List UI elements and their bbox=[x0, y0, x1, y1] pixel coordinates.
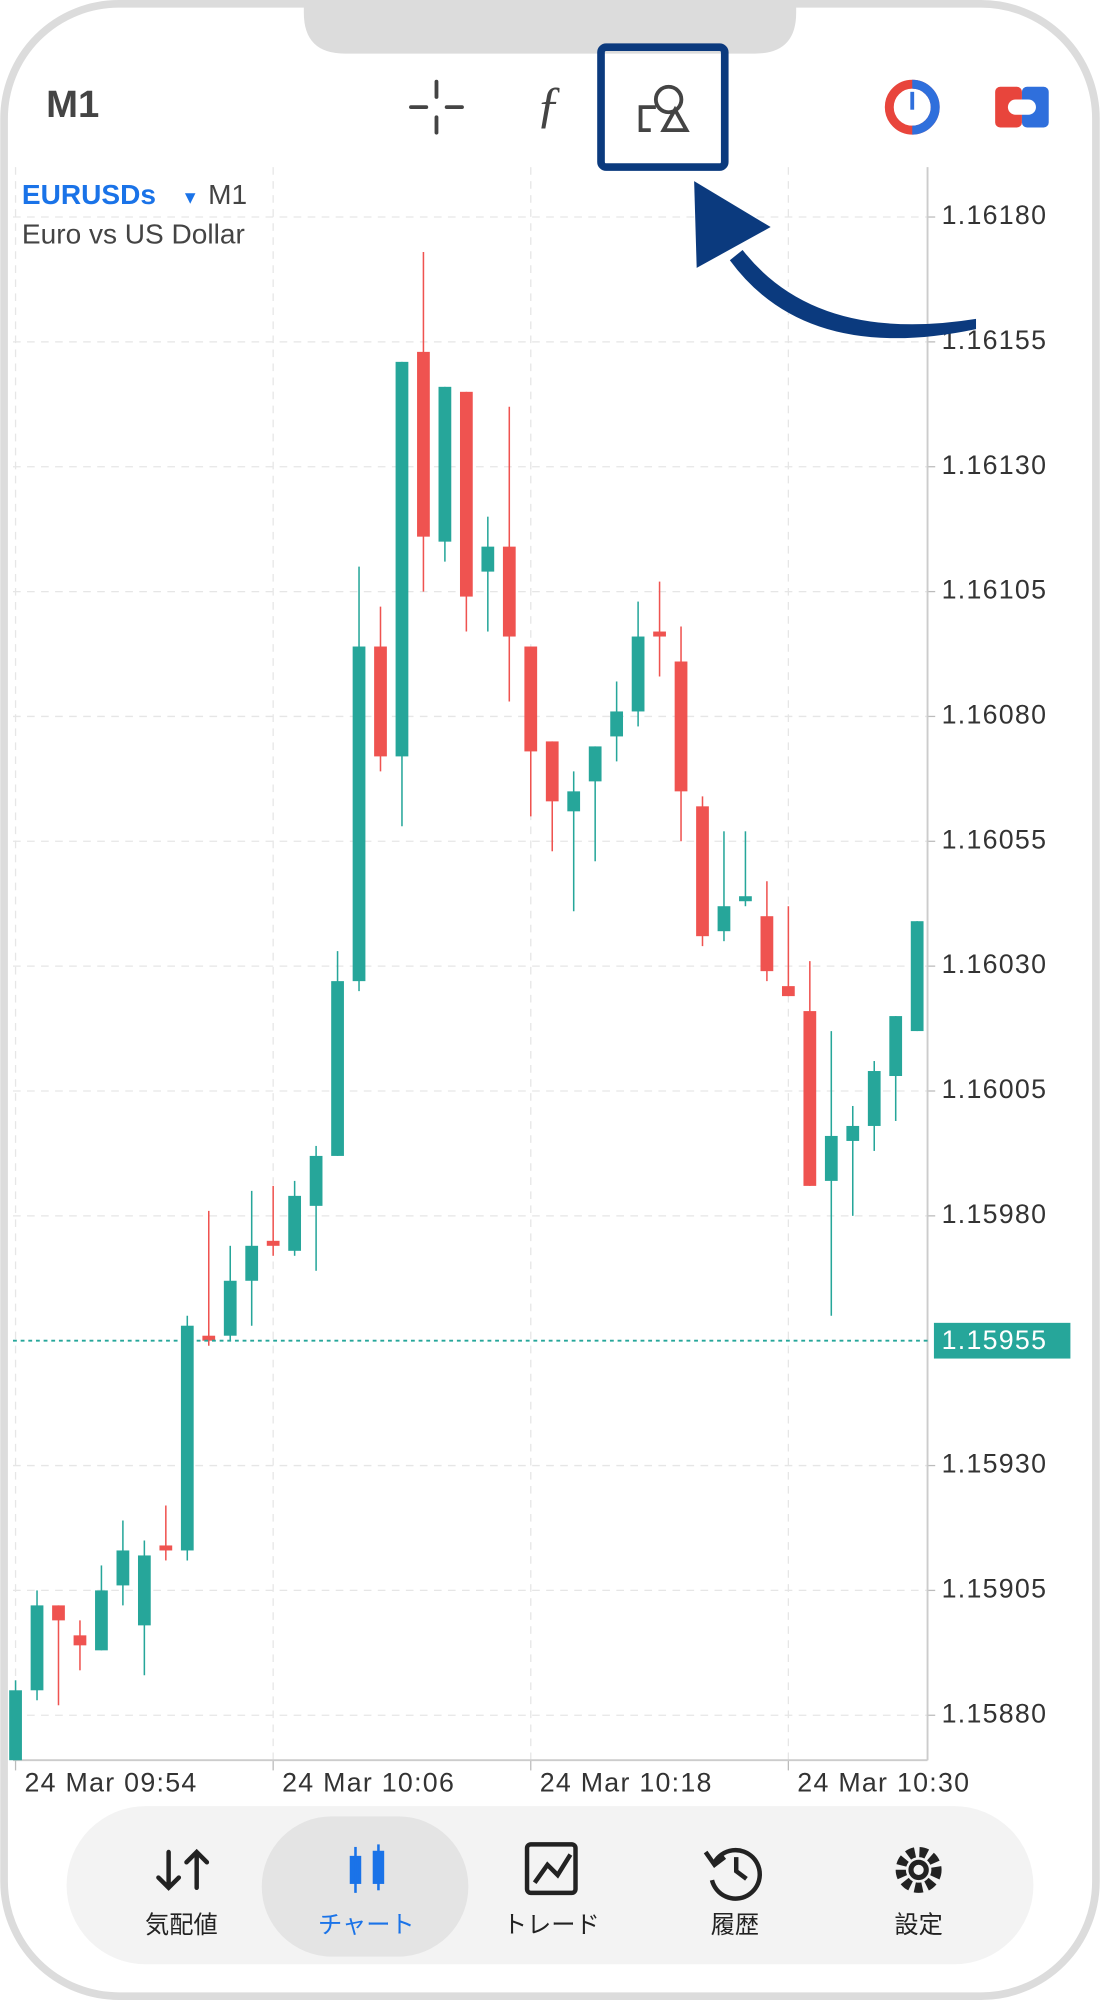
candle-body bbox=[846, 1125, 860, 1141]
candle-body bbox=[395, 361, 409, 757]
nav-label[interactable]: 気配値 bbox=[145, 1911, 218, 1939]
candle-body bbox=[803, 1011, 817, 1186]
candle-body bbox=[9, 1690, 22, 1761]
timeframe-button[interactable]: M1 bbox=[46, 83, 99, 126]
candle-body bbox=[95, 1590, 108, 1651]
candle-body bbox=[567, 791, 581, 812]
candle-body bbox=[245, 1245, 259, 1281]
candle-body bbox=[30, 1605, 44, 1691]
x-tick-label: 24 Mar 10:06 bbox=[282, 1768, 455, 1798]
nav-label[interactable]: 設定 bbox=[894, 1911, 942, 1939]
candle-body bbox=[524, 646, 538, 752]
y-tick-label: 1.16105 bbox=[942, 575, 1048, 605]
history-icon bbox=[703, 1847, 762, 1901]
candle-body bbox=[545, 741, 559, 802]
settings-icon bbox=[895, 1846, 942, 1893]
candle-body bbox=[481, 546, 495, 572]
y-tick-label: 1.16130 bbox=[942, 450, 1048, 480]
candle-body bbox=[889, 1016, 903, 1077]
candle-body bbox=[309, 1155, 323, 1206]
candle-body bbox=[910, 921, 924, 1032]
y-tick-label: 1.16055 bbox=[942, 824, 1048, 854]
candle-body bbox=[781, 986, 795, 997]
candle-body bbox=[331, 981, 344, 1156]
current-price-box bbox=[933, 1322, 1071, 1359]
candle-body bbox=[73, 1635, 87, 1646]
objects-button[interactable] bbox=[638, 84, 690, 133]
y-tick-label: 1.16080 bbox=[942, 700, 1048, 730]
y-tick-label: 1.16030 bbox=[942, 949, 1048, 979]
y-tick-label: 1.15905 bbox=[942, 1573, 1048, 1603]
candle-body bbox=[223, 1280, 237, 1336]
symbol[interactable]: EURUSDs bbox=[22, 179, 156, 210]
x-tick-label: 24 Mar 10:30 bbox=[797, 1768, 970, 1798]
symbol-dropdown[interactable]: ▼ bbox=[181, 188, 199, 208]
candle-body bbox=[52, 1605, 65, 1621]
candle-body bbox=[159, 1545, 173, 1551]
y-tick-label: 1.16005 bbox=[942, 1074, 1048, 1104]
candle-body bbox=[867, 1071, 881, 1126]
pointer-arrow bbox=[694, 181, 977, 339]
candle-body bbox=[202, 1335, 216, 1341]
nav-bar bbox=[66, 1806, 1034, 1965]
candle-body bbox=[588, 746, 602, 782]
symbol-description: Euro vs US Dollar bbox=[22, 218, 245, 249]
candle-body bbox=[502, 546, 516, 637]
current-price-label: 1.15955 bbox=[942, 1325, 1048, 1355]
x-tick-label: 24 Mar 10:18 bbox=[540, 1768, 713, 1798]
one-click-button[interactable] bbox=[995, 86, 1049, 128]
candle-body bbox=[739, 896, 752, 902]
candle-body bbox=[631, 636, 645, 712]
crosshair-button[interactable] bbox=[409, 79, 464, 135]
candle-body bbox=[610, 711, 624, 737]
quotes-icon bbox=[156, 1848, 210, 1891]
candle-body bbox=[459, 391, 473, 597]
y-tick-label: 1.15930 bbox=[942, 1449, 1048, 1479]
chart-timeframe: M1 bbox=[208, 179, 247, 210]
candle-body bbox=[137, 1555, 151, 1626]
indicators-button[interactable]: ƒ bbox=[536, 77, 562, 133]
candle-body bbox=[760, 916, 774, 972]
y-tick-label: 1.15880 bbox=[942, 1698, 1048, 1728]
candle-body bbox=[116, 1550, 130, 1586]
highlight-box bbox=[597, 43, 729, 171]
x-tick-label: 24 Mar 09:54 bbox=[24, 1768, 197, 1798]
candle-body bbox=[696, 806, 709, 937]
candle-body bbox=[417, 351, 430, 537]
candle-body bbox=[180, 1325, 194, 1551]
nav-label[interactable]: チャート bbox=[318, 1911, 415, 1939]
nav-label[interactable]: 履歴 bbox=[711, 1911, 759, 1939]
chart-icon bbox=[349, 1844, 385, 1893]
candle-body bbox=[288, 1195, 302, 1251]
notch bbox=[303, 0, 797, 54]
candle-body bbox=[824, 1135, 838, 1181]
trade-button[interactable] bbox=[884, 79, 940, 135]
candle-body bbox=[266, 1240, 280, 1246]
y-tick-label: 1.15980 bbox=[942, 1199, 1048, 1229]
candle-body bbox=[374, 646, 387, 757]
candle-body bbox=[438, 386, 452, 542]
y-tick-label: 1.16180 bbox=[942, 200, 1048, 230]
trade-icon bbox=[524, 1842, 578, 1896]
candle-body bbox=[352, 646, 366, 982]
candle-body bbox=[653, 631, 666, 637]
nav-label[interactable]: トレード bbox=[503, 1911, 600, 1939]
candle-body bbox=[674, 661, 688, 792]
nav-selected bbox=[261, 1816, 469, 1957]
candle-body bbox=[717, 906, 731, 932]
